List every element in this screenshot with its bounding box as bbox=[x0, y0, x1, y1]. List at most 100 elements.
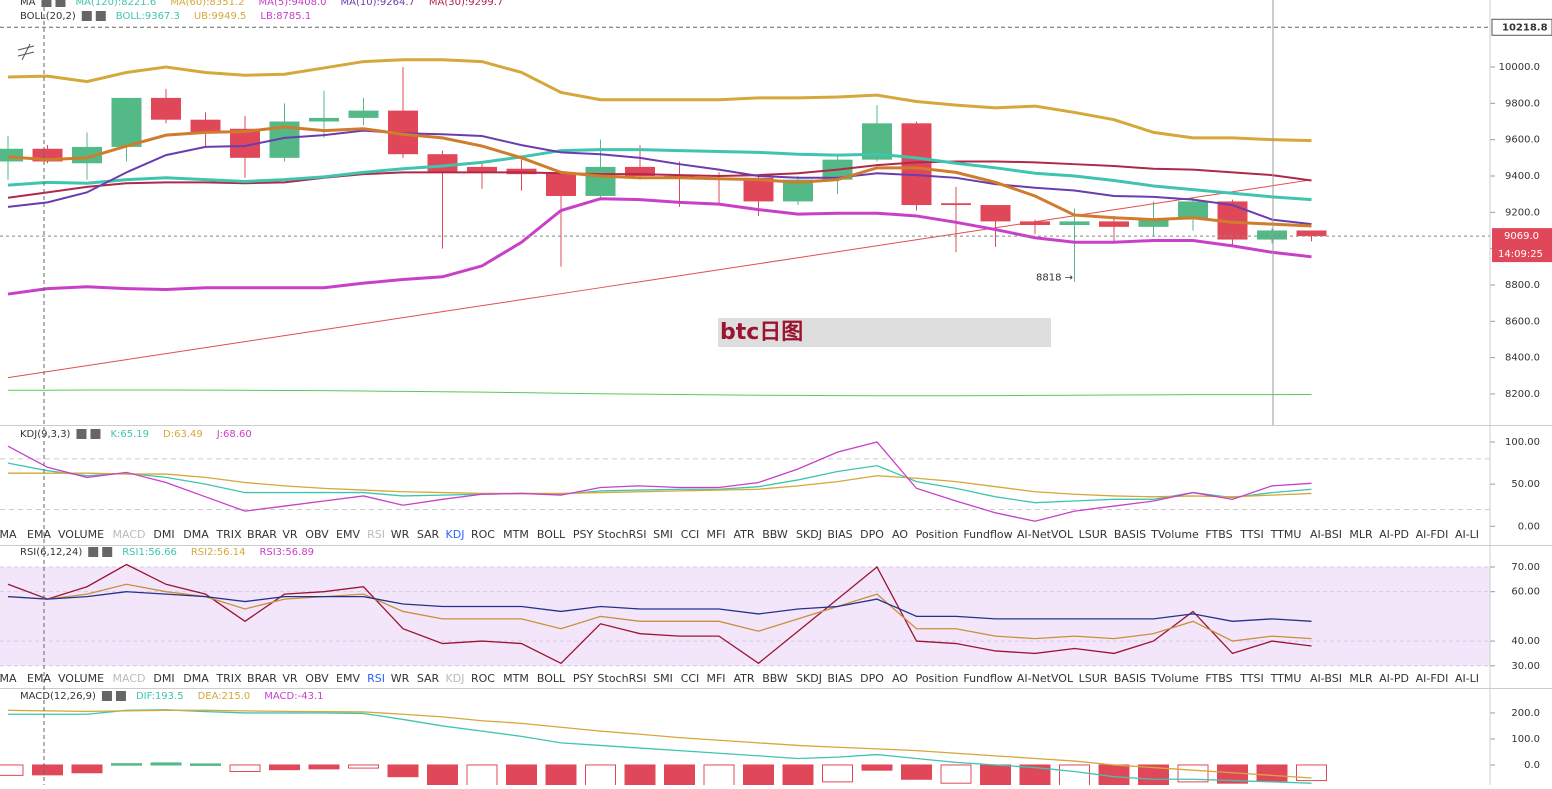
indicator-tab[interactable]: SMI bbox=[653, 528, 673, 541]
close-icon[interactable] bbox=[55, 0, 66, 7]
indicator-tab[interactable]: TVolume bbox=[1150, 672, 1199, 685]
indicator-tab[interactable]: WR bbox=[391, 672, 410, 685]
indicator-tab[interactable]: EMV bbox=[336, 672, 360, 685]
indicator-tab[interactable]: AI-FDI bbox=[1416, 672, 1449, 685]
legend-item: MACD(12,26,9) bbox=[20, 691, 96, 702]
indicator-tab[interactable]: FTBS bbox=[1205, 672, 1232, 685]
indicator-tab[interactable]: SAR bbox=[417, 672, 440, 685]
indicator-tab[interactable]: AI-FDI bbox=[1416, 528, 1449, 541]
close-icon[interactable] bbox=[95, 11, 106, 21]
close-icon[interactable] bbox=[102, 547, 113, 557]
indicator-tab[interactable]: VOLUME bbox=[58, 672, 104, 685]
indicator-tab[interactable]: BOLL bbox=[537, 528, 566, 541]
indicator-tab[interactable]: StochRSI bbox=[598, 672, 647, 685]
indicator-tab[interactable]: VOLUME bbox=[58, 528, 104, 541]
draw-tool-icon[interactable] bbox=[17, 43, 35, 61]
indicator-tab[interactable]: MFI bbox=[706, 528, 725, 541]
indicator-tab[interactable]: TTMU bbox=[1270, 672, 1302, 685]
indicator-tab[interactable]: MACD bbox=[113, 528, 146, 541]
indicator-tab[interactable]: AO bbox=[892, 528, 908, 541]
indicator-tab[interactable]: TTSI bbox=[1239, 672, 1263, 685]
close-icon[interactable] bbox=[115, 691, 126, 701]
indicator-tab[interactable]: MA bbox=[0, 528, 17, 541]
indicator-tab[interactable]: ATR bbox=[733, 672, 754, 685]
indicator-tab[interactable]: AI-BSI bbox=[1310, 528, 1342, 541]
indicator-tab[interactable]: MTM bbox=[503, 672, 529, 685]
indicator-tab[interactable]: BBW bbox=[762, 672, 788, 685]
indicator-tab[interactable]: RSI bbox=[367, 672, 385, 685]
indicator-tab[interactable]: OBV bbox=[305, 672, 329, 685]
indicator-tab[interactable]: EMA bbox=[27, 672, 51, 685]
indicator-tab[interactable]: DMI bbox=[153, 672, 174, 685]
indicator-tab[interactable]: AI-NetVOL bbox=[1017, 528, 1074, 541]
indicator-tab[interactable]: DMA bbox=[183, 672, 209, 685]
indicator-tab[interactable]: BRAR bbox=[247, 528, 277, 541]
indicator-tab[interactable]: CCI bbox=[681, 528, 700, 541]
indicator-tab[interactable]: DPO bbox=[860, 672, 884, 685]
indicator-tab[interactable]: SKDJ bbox=[796, 672, 822, 685]
indicator-tab[interactable]: VR bbox=[282, 528, 298, 541]
indicator-tab[interactable]: AI-LI bbox=[1455, 528, 1479, 541]
indicator-tab[interactable]: TRIX bbox=[215, 528, 242, 541]
indicator-tab[interactable]: CCI bbox=[681, 672, 700, 685]
indicator-tab[interactable]: Fundflow bbox=[963, 528, 1012, 541]
indicator-tab[interactable]: AI-LI bbox=[1455, 672, 1479, 685]
indicator-tab[interactable]: SMI bbox=[653, 672, 673, 685]
indicator-tab[interactable]: BIAS bbox=[827, 672, 852, 685]
indicator-tab[interactable]: AI-PD bbox=[1379, 528, 1409, 541]
close-icon[interactable] bbox=[90, 429, 101, 439]
settings-icon[interactable] bbox=[76, 429, 87, 439]
indicator-tab[interactable]: BASIS bbox=[1114, 528, 1146, 541]
indicator-tab[interactable]: DMI bbox=[153, 528, 174, 541]
indicator-tab[interactable]: KDJ bbox=[446, 528, 465, 541]
indicator-tab[interactable]: MACD bbox=[113, 672, 146, 685]
indicator-tab[interactable]: RSI bbox=[367, 528, 385, 541]
indicator-line bbox=[7, 197, 1312, 296]
indicator-tab[interactable]: BIAS bbox=[827, 528, 852, 541]
indicator-tab[interactable]: TVolume bbox=[1150, 528, 1199, 541]
indicator-tab[interactable]: WR bbox=[391, 528, 410, 541]
indicator-tab[interactable]: ROC bbox=[471, 528, 495, 541]
indicator-tab[interactable]: TTSI bbox=[1239, 528, 1263, 541]
indicator-tab[interactable]: BRAR bbox=[247, 672, 277, 685]
indicator-tab[interactable]: FTBS bbox=[1205, 528, 1232, 541]
indicator-tab[interactable]: LSUR bbox=[1079, 528, 1108, 541]
indicator-tab[interactable]: Fundflow bbox=[963, 672, 1012, 685]
indicator-tab[interactable]: Position bbox=[916, 528, 959, 541]
indicator-tab[interactable]: EMA bbox=[27, 528, 51, 541]
indicator-tab[interactable]: AI-NetVOL bbox=[1017, 672, 1074, 685]
indicator-tab[interactable]: ROC bbox=[471, 672, 495, 685]
settings-icon[interactable] bbox=[88, 547, 99, 557]
indicator-tab[interactable]: MFI bbox=[706, 672, 725, 685]
indicator-tab[interactable]: SAR bbox=[417, 528, 440, 541]
indicator-tab[interactable]: MLR bbox=[1349, 528, 1373, 541]
indicator-tab[interactable]: Position bbox=[916, 672, 959, 685]
indicator-tab[interactable]: PSY bbox=[573, 672, 594, 685]
indicator-tab[interactable]: AO bbox=[892, 672, 908, 685]
indicator-tab[interactable]: VR bbox=[282, 672, 298, 685]
indicator-tab[interactable]: TRIX bbox=[215, 672, 242, 685]
indicator-tab[interactable]: TTMU bbox=[1270, 528, 1302, 541]
indicator-tab[interactable]: SKDJ bbox=[796, 528, 822, 541]
indicator-tab[interactable]: KDJ bbox=[446, 672, 465, 685]
indicator-tab[interactable]: ATR bbox=[733, 528, 754, 541]
indicator-tab[interactable]: MA bbox=[0, 672, 17, 685]
indicator-tab[interactable]: BBW bbox=[762, 528, 788, 541]
settings-icon[interactable] bbox=[81, 11, 92, 21]
indicator-tab[interactable]: BOLL bbox=[537, 672, 566, 685]
settings-icon[interactable] bbox=[101, 691, 112, 701]
indicator-tab[interactable]: OBV bbox=[305, 528, 329, 541]
indicator-tab[interactable]: BASIS bbox=[1114, 672, 1146, 685]
legend-item: MA(30):9299.7 bbox=[429, 0, 503, 8]
indicator-tab[interactable]: DPO bbox=[860, 528, 884, 541]
indicator-tab[interactable]: MLR bbox=[1349, 672, 1373, 685]
indicator-tab[interactable]: LSUR bbox=[1079, 672, 1108, 685]
indicator-tab[interactable]: StochRSI bbox=[598, 528, 647, 541]
indicator-tab[interactable]: MTM bbox=[503, 528, 529, 541]
settings-icon[interactable] bbox=[41, 0, 52, 7]
indicator-tab[interactable]: AI-BSI bbox=[1310, 672, 1342, 685]
indicator-tab[interactable]: PSY bbox=[573, 528, 594, 541]
indicator-tab[interactable]: EMV bbox=[336, 528, 360, 541]
indicator-tab[interactable]: AI-PD bbox=[1379, 672, 1409, 685]
indicator-tab[interactable]: DMA bbox=[183, 528, 209, 541]
